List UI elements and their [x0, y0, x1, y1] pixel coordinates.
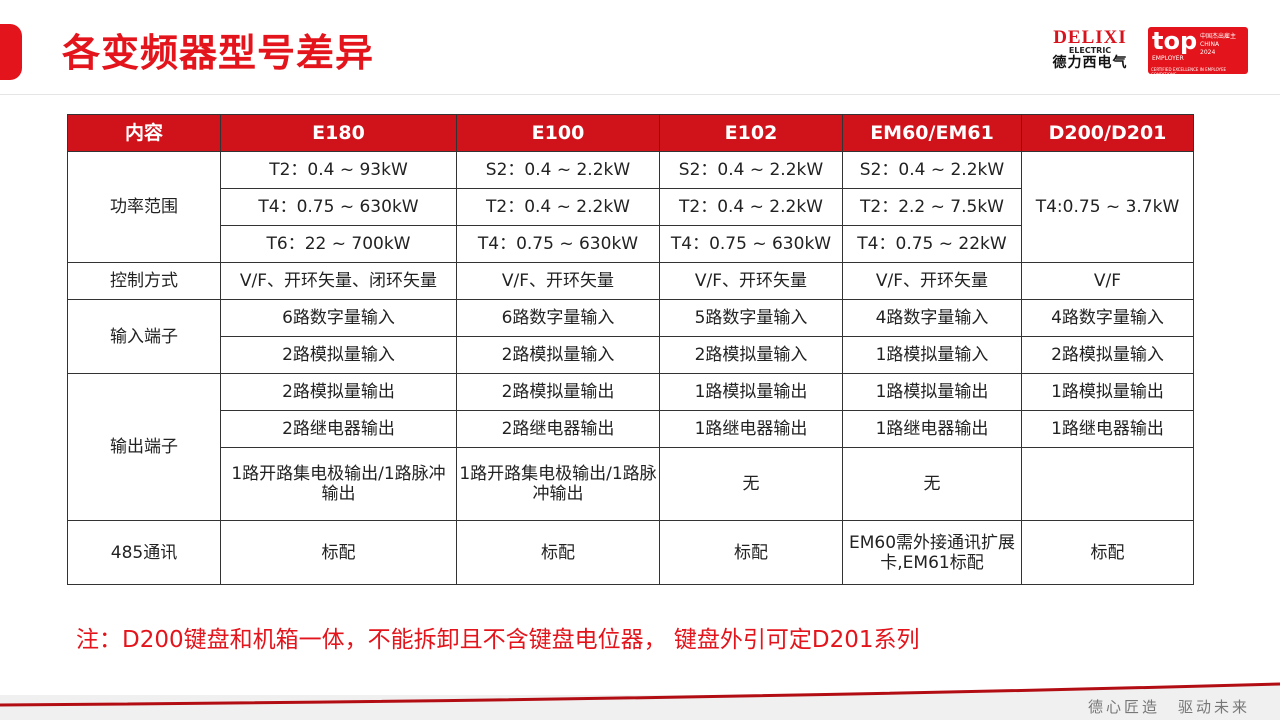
- table-cell: 无: [842, 447, 1022, 521]
- table-cell: 1路开路集电极输出/1路脉冲输出: [220, 447, 457, 521]
- table-cell: 标配: [220, 520, 457, 585]
- table-row: 输出端子 2路模拟量输出 2路模拟量输出 1路模拟量输出 1路模拟量输出 1路模…: [67, 373, 1194, 521]
- header-cell: E102: [659, 114, 843, 152]
- page-title: 各变频器型号差异: [62, 31, 375, 75]
- row-label: 输入端子: [67, 299, 221, 374]
- table-cell: 2路继电器输出: [220, 410, 457, 448]
- table-row: 2路模拟量输入 2路模拟量输入 2路模拟量输入 1路模拟量输入 2路模拟量输入: [68, 336, 1194, 374]
- table-row: 控制方式 V/F、开环矢量、闭环矢量 V/F、开环矢量 V/F、开环矢量 V/F…: [67, 262, 1194, 300]
- table-cell: T4：0.75 ~ 22kW: [842, 225, 1022, 263]
- title-accent-bar: [0, 24, 22, 80]
- table-row: 1路开路集电极输出/1路脉冲输出 1路开路集电极输出/1路脉冲输出 无 无: [68, 447, 1194, 521]
- table-cell: S2：0.4 ~ 2.2kW: [456, 151, 660, 189]
- table-header-row: 内容 E180 E100 E102 EM60/EM61 D200/D201: [67, 114, 1194, 152]
- table-cell: T2：0.4 ~ 93kW: [220, 151, 457, 189]
- table-cell: 标配: [659, 520, 843, 585]
- footer-red-curve: [0, 682, 1280, 720]
- table-cell: 2路模拟量输入: [659, 336, 843, 374]
- table-cell: T4：0.75 ~ 630kW: [456, 225, 660, 263]
- top-employer-badge: top EMPLOYER 中国杰出雇主 CHINA 2024 CERTIFIED EX…: [1148, 27, 1248, 77]
- table-cell: EM60需外接通讯扩展卡,EM61标配: [842, 520, 1022, 585]
- table-cell: 2路继电器输出: [456, 410, 660, 448]
- header-cell: EM60/EM61: [842, 114, 1022, 152]
- table-cell: 标配: [456, 520, 660, 585]
- table-cell: T4：0.75 ~ 630kW: [220, 188, 457, 226]
- table-cell: 1路模拟量输出: [659, 373, 843, 411]
- table-row: T6：22 ~ 700kW T4：0.75 ~ 630kW T4：0.75 ~ …: [68, 225, 1194, 263]
- table-cell: 1路继电器输出: [659, 410, 843, 448]
- table-cell: V/F、开环矢量: [456, 262, 660, 300]
- row-label: 控制方式: [67, 262, 221, 300]
- table-cell: V/F、开环矢量: [659, 262, 843, 300]
- table-row: T4：0.75 ~ 630kW T2：0.4 ~ 2.2kW T2：0.4 ~ …: [68, 188, 1194, 226]
- table-cell: S2：0.4 ~ 2.2kW: [659, 151, 843, 189]
- table-cell: 1路模拟量输入: [842, 336, 1022, 374]
- table-cell: V/F、开环矢量、闭环矢量: [220, 262, 457, 300]
- table-cell: 1路开路集电极输出/1路脉冲输出: [456, 447, 660, 521]
- table-cell: [1021, 447, 1194, 521]
- table-cell: S2：0.4 ~ 2.2kW: [842, 151, 1022, 189]
- header-cell: 内容: [67, 114, 221, 152]
- table-cell: T6：22 ~ 700kW: [220, 225, 457, 263]
- table-cell: 无: [659, 447, 843, 521]
- table-cell: 2路模拟量输出: [220, 373, 457, 411]
- table-cell: 5路数字量输入: [659, 299, 843, 337]
- table-cell: 1路模拟量输出: [842, 373, 1022, 411]
- header-divider: [0, 94, 1280, 95]
- table-cell: 1路继电器输出: [842, 410, 1022, 448]
- table-row: 485通讯 标配 标配 标配 EM60需外接通讯扩展卡,EM61标配 标配: [67, 520, 1194, 585]
- model-comparison-table: 内容 E180 E100 E102 EM60/EM61 D200/D201 功率…: [67, 114, 1194, 585]
- table-cell: V/F、开环矢量: [842, 262, 1022, 300]
- table-cell: T2：2.2 ~ 7.5kW: [842, 188, 1022, 226]
- table-row: 功率范围 T2：0.4 ~ 93kW S2：0.4 ~ 2.2kW S2：0.4…: [67, 151, 1194, 263]
- table-cell: 2路模拟量输入: [220, 336, 457, 374]
- table-cell: T4：0.75 ~ 630kW: [659, 225, 843, 263]
- table-cell: 4路数字量输入: [1021, 299, 1194, 337]
- table-cell: T4:0.75 ~ 3.7kW: [1021, 151, 1194, 263]
- table-cell: 2路模拟量输入: [1021, 336, 1194, 374]
- header-cell: E100: [456, 114, 660, 152]
- table-cell: 4路数字量输入: [842, 299, 1022, 337]
- table-cell: T2：0.4 ~ 2.2kW: [456, 188, 660, 226]
- table-cell: 1路模拟量输出: [1021, 373, 1194, 411]
- table-cell: V/F: [1021, 262, 1194, 300]
- footer-slogan: 德心匠造 驱动未来: [1087, 698, 1250, 716]
- footnote: 注：D200键盘和机箱一体，不能拆卸且不含键盘电位器， 键盘外引可定D201系列: [76, 627, 920, 653]
- table-row: 2路继电器输出 2路继电器输出 1路继电器输出 1路继电器输出 1路继电器输出: [68, 410, 1194, 448]
- row-label: 485通讯: [67, 520, 221, 585]
- table-cell: 6路数字量输入: [456, 299, 660, 337]
- table-cell: 2路模拟量输出: [456, 373, 660, 411]
- row-label: 输出端子: [67, 373, 221, 521]
- table-cell: 2路模拟量输入: [456, 336, 660, 374]
- table-cell: 标配: [1021, 520, 1194, 585]
- table-cell: 1路继电器输出: [1021, 410, 1194, 448]
- header-cell: E180: [220, 114, 457, 152]
- delixi-logo: DELIXI ELECTRIC 德力西电气: [1052, 27, 1128, 71]
- header-cell: D200/D201: [1021, 114, 1194, 152]
- table-row: 输入端子 6路数字量输入 6路数字量输入 5路数字量输入 4路数字量输入 4路数…: [67, 299, 1194, 374]
- row-label: 功率范围: [67, 151, 221, 263]
- table-cell: T2：0.4 ~ 2.2kW: [659, 188, 843, 226]
- table-cell: 6路数字量输入: [220, 299, 457, 337]
